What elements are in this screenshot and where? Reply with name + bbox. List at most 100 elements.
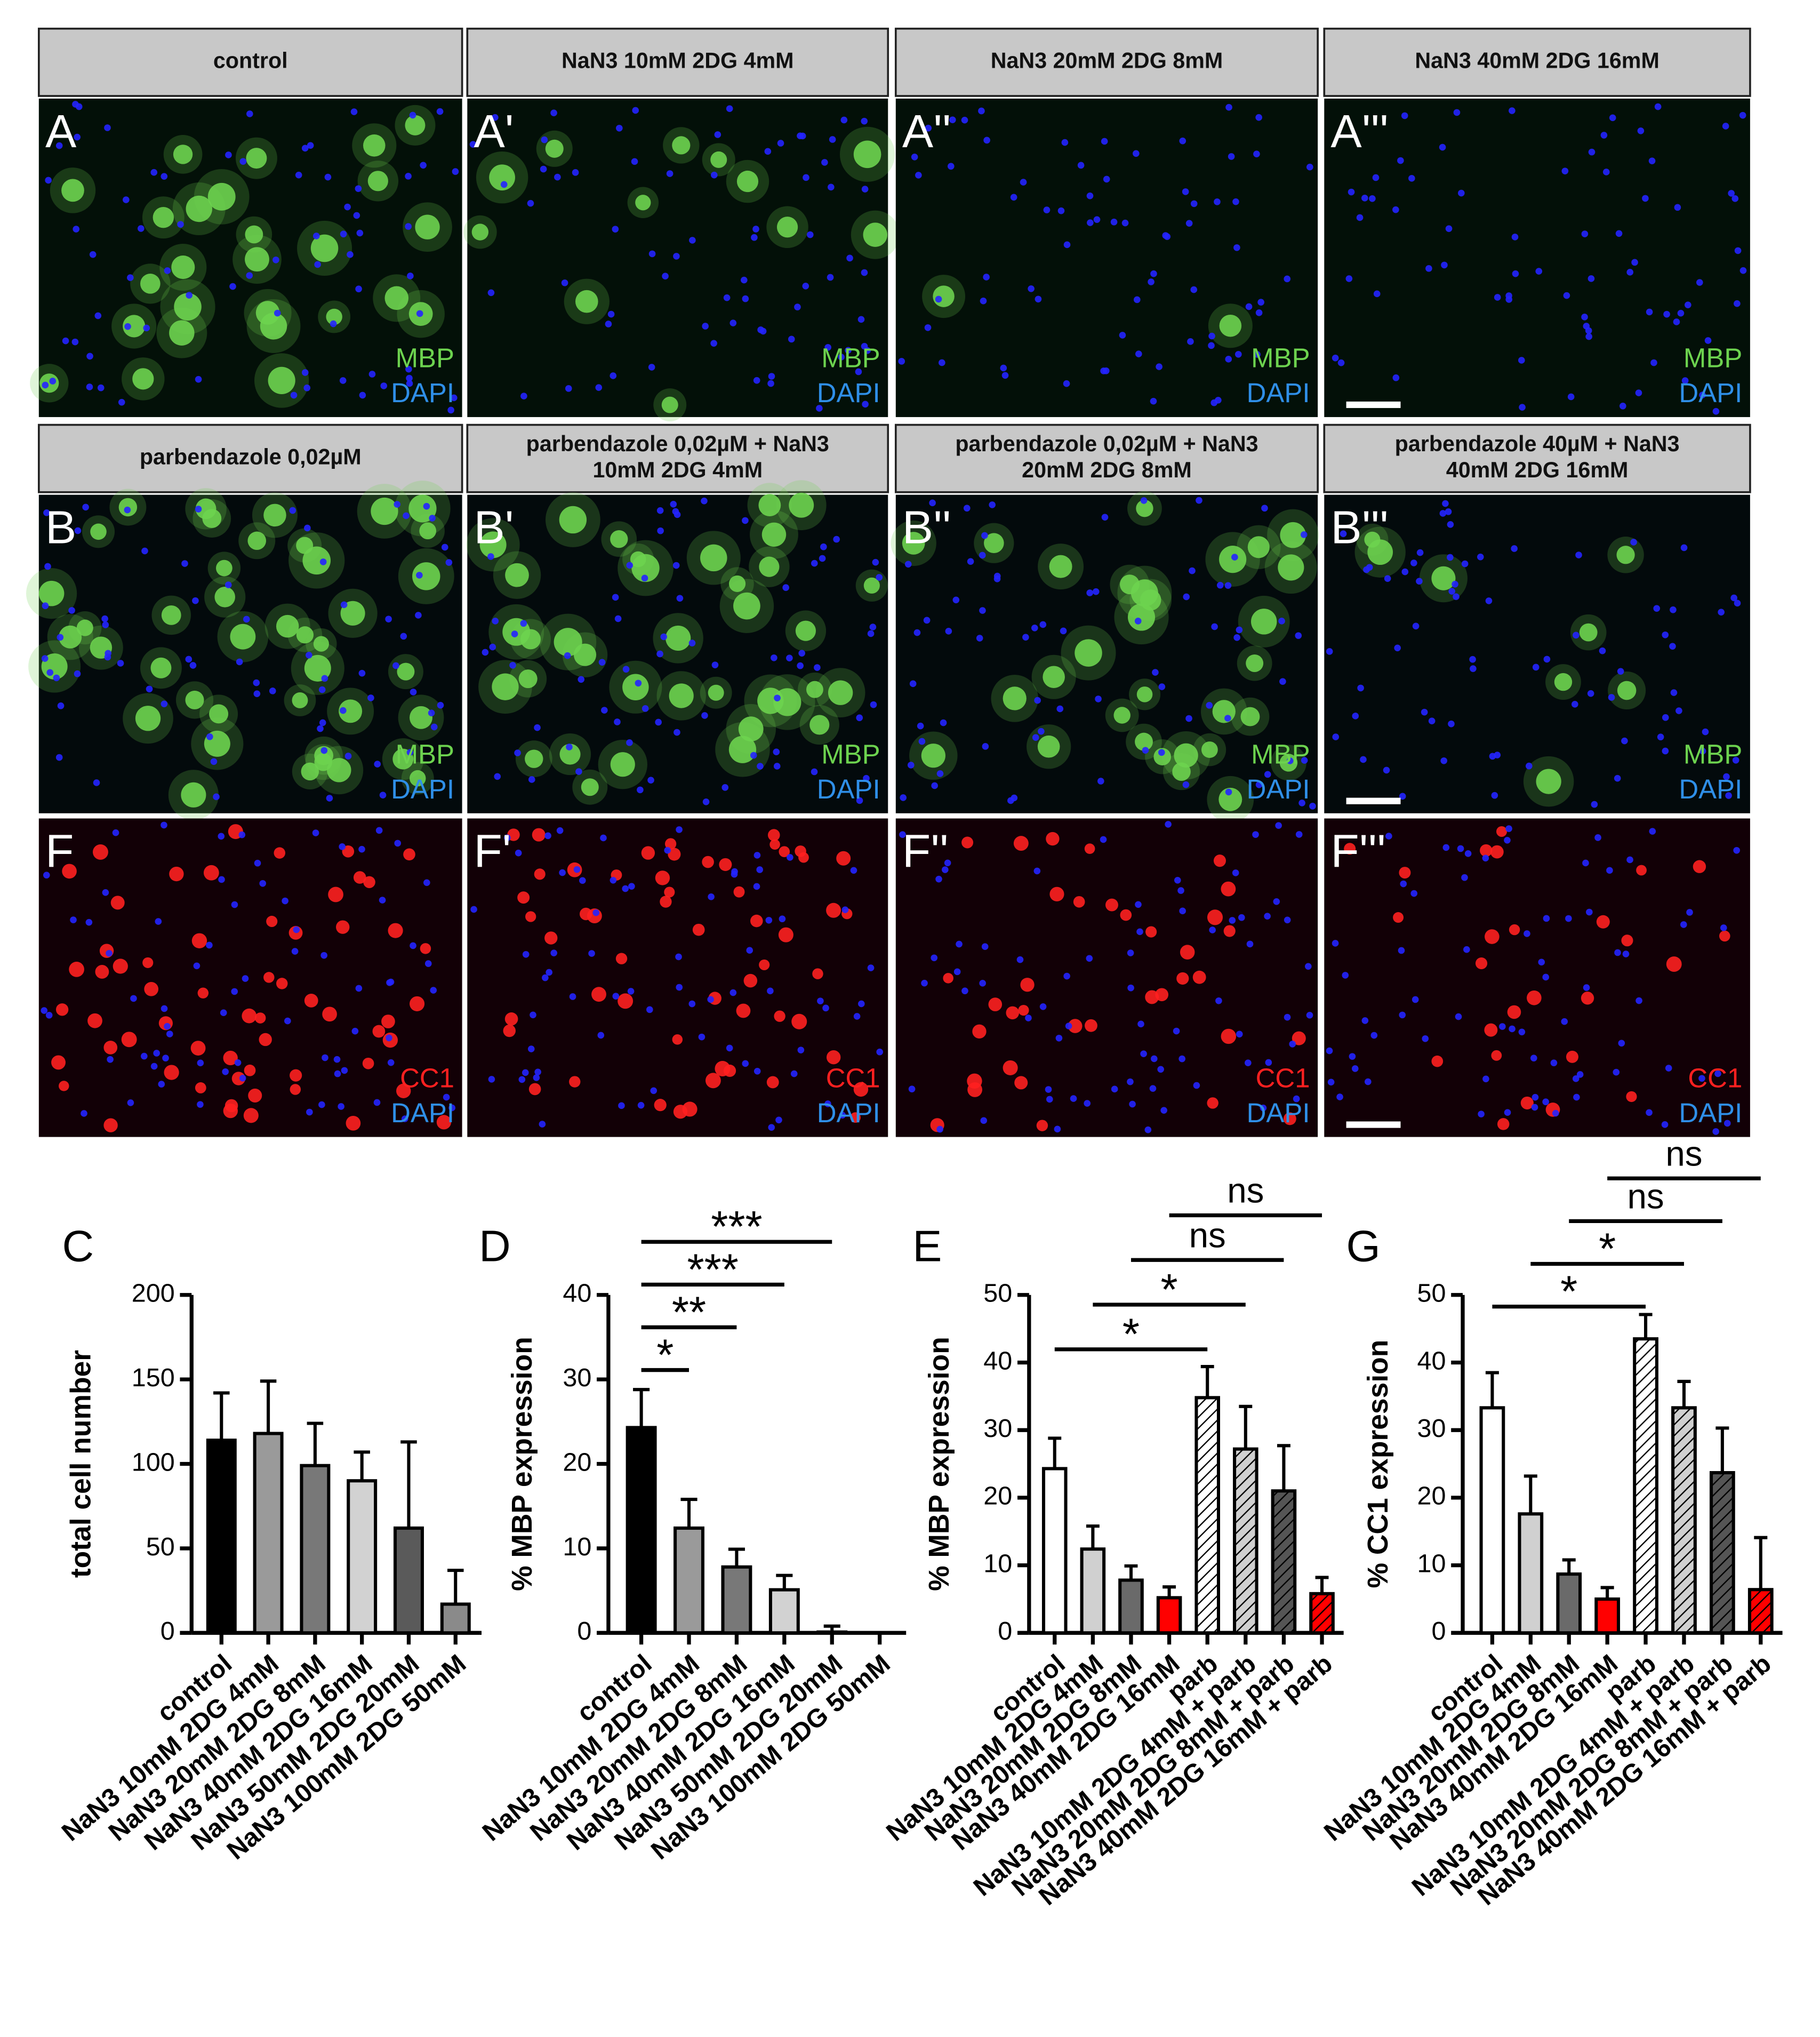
nucleus <box>546 969 552 976</box>
nucleus <box>68 607 75 614</box>
stained-cell <box>961 836 974 849</box>
nucleus <box>1340 530 1347 538</box>
nucleus <box>321 675 328 682</box>
stained-cell <box>710 151 727 168</box>
nucleus <box>710 171 718 179</box>
stained-cell <box>169 320 195 346</box>
nucleus <box>1464 850 1472 857</box>
nucleus <box>614 718 621 725</box>
bar <box>626 1426 657 1635</box>
nucleus <box>1001 372 1009 379</box>
stained-cell <box>245 225 263 244</box>
nucleus <box>539 1121 546 1128</box>
stained-cell <box>672 1034 683 1045</box>
nucleus <box>1511 234 1519 241</box>
stained-cell <box>103 1041 118 1055</box>
nucleus <box>869 624 877 630</box>
stained-cell <box>591 987 606 1002</box>
nucleus <box>1306 163 1313 171</box>
nucleus <box>979 552 986 559</box>
y-tick-label: 30 <box>1417 1414 1446 1443</box>
nucleus <box>429 515 436 522</box>
nucleus <box>1232 198 1239 205</box>
channel-label: MBP <box>1251 739 1310 769</box>
nucleus <box>672 562 680 569</box>
nucleus <box>833 536 840 543</box>
nucleus <box>592 909 600 916</box>
nucleus <box>819 555 826 562</box>
nucleus <box>1494 752 1501 758</box>
stained-cell <box>1693 860 1706 873</box>
nucleus <box>386 979 393 986</box>
nucleus <box>600 834 607 842</box>
stained-cell <box>195 1082 206 1093</box>
nucleus <box>405 223 412 230</box>
nucleus <box>961 116 968 124</box>
nucleus <box>1289 1041 1296 1048</box>
bar <box>347 1479 378 1635</box>
nucleus <box>1162 232 1169 239</box>
y-tick-label: 50 <box>1417 1279 1446 1308</box>
nucleus <box>1298 800 1305 806</box>
y-tick-label: 30 <box>983 1414 1012 1443</box>
nucleus <box>839 1112 846 1119</box>
nucleus <box>811 768 818 776</box>
stained-cell <box>719 858 732 871</box>
nucleus <box>607 310 615 318</box>
nucleus <box>74 527 82 534</box>
nucleus <box>642 705 649 712</box>
nucleus <box>1677 309 1685 317</box>
stained-cell <box>758 494 781 516</box>
stained-cell <box>1509 924 1520 936</box>
stained-cell <box>248 1088 262 1103</box>
nucleus <box>1208 332 1215 340</box>
nucleus <box>443 1093 450 1101</box>
nucleus <box>907 762 915 769</box>
nucleus <box>229 283 236 290</box>
stained-cell <box>921 744 945 768</box>
nucleus <box>1103 175 1110 183</box>
nucleus <box>1055 1034 1063 1042</box>
bar <box>1041 1467 1068 1635</box>
nucleus <box>1101 514 1109 521</box>
stained-cell <box>371 497 398 525</box>
stained-cell <box>1666 956 1682 972</box>
nucleus <box>1619 402 1626 410</box>
nucleus <box>1254 351 1261 358</box>
nucleus <box>373 1099 381 1106</box>
nucleus <box>1602 169 1610 175</box>
nucleus <box>186 292 193 299</box>
nucleus <box>1441 261 1448 269</box>
stained-cell <box>296 626 314 644</box>
nucleus <box>768 373 775 380</box>
nucleus <box>1100 368 1107 374</box>
nucleus <box>82 504 89 511</box>
stained-cell <box>1145 990 1159 1004</box>
nucleus <box>367 694 374 701</box>
stained-cell <box>471 223 489 241</box>
micrograph-field <box>1324 98 1750 417</box>
stained-cell <box>381 1014 395 1028</box>
stained-cell <box>479 531 507 558</box>
stained-cell <box>304 994 318 1008</box>
nucleus <box>290 392 298 399</box>
nucleus <box>42 602 49 610</box>
stained-cell <box>635 195 651 211</box>
stained-cell <box>397 662 415 681</box>
stained-cell <box>123 315 146 338</box>
nucleus <box>143 324 150 332</box>
stained-cell <box>836 851 851 866</box>
nucleus <box>908 1085 916 1093</box>
channel-label: MBP <box>396 343 454 373</box>
channel-label: MBP <box>821 739 880 769</box>
scale-bar <box>1346 797 1401 804</box>
nucleus <box>1158 683 1166 690</box>
nucleus <box>764 148 772 155</box>
nucleus <box>983 137 990 144</box>
stained-cell <box>90 523 107 540</box>
nucleus <box>573 866 581 873</box>
nucleus <box>1392 206 1399 213</box>
stained-cell <box>1006 1006 1020 1020</box>
nucleus <box>1337 359 1345 366</box>
error-bar <box>213 1391 230 1441</box>
